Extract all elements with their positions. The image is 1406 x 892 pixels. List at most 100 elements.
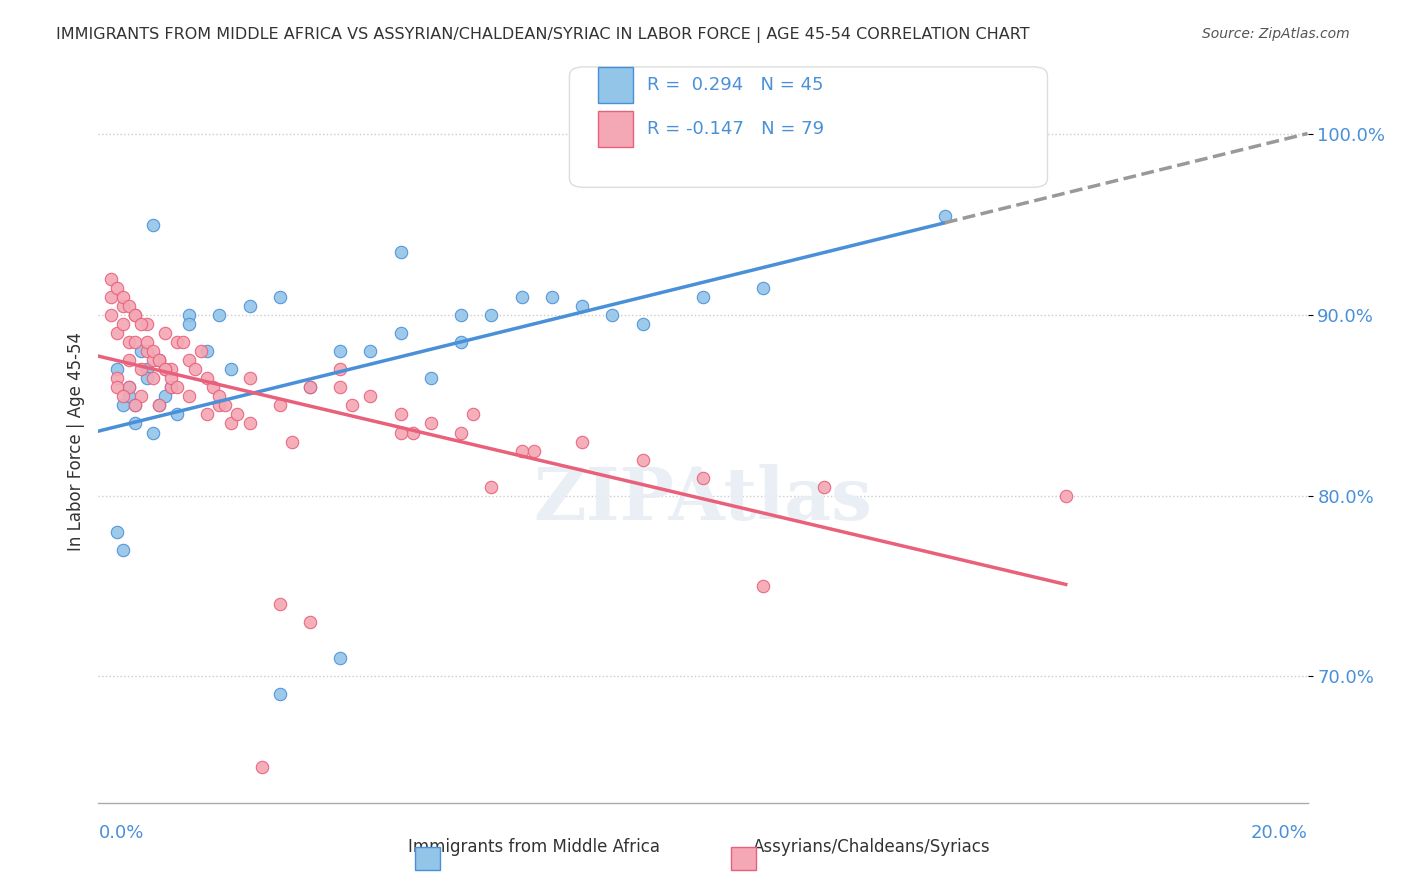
Point [329,380,352,394]
Point [342,398,364,412]
Point [202,380,225,394]
Point [450,335,472,350]
Point [105,524,128,539]
Point [160,371,183,385]
Point [129,389,152,403]
Point [105,371,128,385]
Point [166,335,188,350]
Point [118,299,141,313]
Point [450,425,472,440]
Text: IMMIGRANTS FROM MIDDLE AFRICA VS ASSYRIAN/CHALDEAN/SYRIAC IN LABOR FORCE | AGE 4: IMMIGRANTS FROM MIDDLE AFRICA VS ASSYRIA… [56,27,1029,43]
Point [129,362,152,376]
Point [135,362,157,376]
Point [214,398,236,412]
Point [111,543,134,558]
Point [1054,489,1077,503]
Point [402,425,425,440]
Point [124,417,146,431]
Point [142,353,165,368]
Point [148,353,170,368]
Point [129,344,152,359]
Point [142,425,165,440]
Point [523,443,546,458]
Point [160,380,183,394]
Point [135,317,157,331]
Point [226,408,249,422]
Point [269,597,291,611]
Point [420,417,443,431]
Point [571,299,593,313]
Point [105,362,128,376]
Point [239,371,262,385]
Point [299,380,322,394]
Point [142,218,165,232]
Point [360,344,382,359]
Point [142,344,165,359]
Point [752,579,775,593]
Point [153,389,176,403]
Point [172,335,194,350]
Point [540,290,562,304]
Point [105,326,128,341]
Point [100,308,122,322]
Point [124,308,146,322]
Point [692,290,714,304]
Text: 20.0%: 20.0% [1251,824,1308,842]
Point [692,470,714,484]
Point [166,380,188,394]
Point [221,417,243,431]
Point [269,687,291,701]
Point [179,353,201,368]
Point [135,335,157,350]
Point [118,380,141,394]
Point [329,362,352,376]
Point [208,308,231,322]
Point [190,344,212,359]
Point [118,353,141,368]
Point [208,398,231,412]
Point [184,362,207,376]
Point [631,452,654,467]
Point [100,290,122,304]
Point [118,335,141,350]
Point [118,380,141,394]
Point [195,344,218,359]
Point [510,443,533,458]
Text: Source: ZipAtlas.com: Source: ZipAtlas.com [1202,27,1350,41]
Point [124,398,146,412]
Point [105,281,128,295]
Point [481,480,503,494]
Point [269,398,291,412]
Point [602,308,624,322]
Point [481,308,503,322]
Point [934,209,956,223]
Point [179,389,201,403]
Point [105,380,128,394]
Point [450,308,472,322]
Point [221,362,243,376]
Point [111,398,134,412]
Point [160,362,183,376]
Point [118,389,141,403]
Point [153,362,176,376]
Point [179,308,201,322]
Point [148,353,170,368]
Point [148,398,170,412]
Point [281,434,304,449]
Text: R =  0.294   N = 45: R = 0.294 N = 45 [647,76,824,94]
Point [299,615,322,630]
Text: R = -0.147   N = 79: R = -0.147 N = 79 [647,120,824,138]
Point [148,398,170,412]
Point [195,371,218,385]
Y-axis label: In Labor Force | Age 45-54: In Labor Force | Age 45-54 [66,332,84,551]
Point [571,434,593,449]
Point [329,651,352,665]
Point [129,317,152,331]
Point [160,380,183,394]
Point [124,398,146,412]
Point [389,425,412,440]
Text: ZIPAtlas: ZIPAtlas [533,464,873,535]
Point [195,408,218,422]
Point [510,290,533,304]
Point [111,290,134,304]
